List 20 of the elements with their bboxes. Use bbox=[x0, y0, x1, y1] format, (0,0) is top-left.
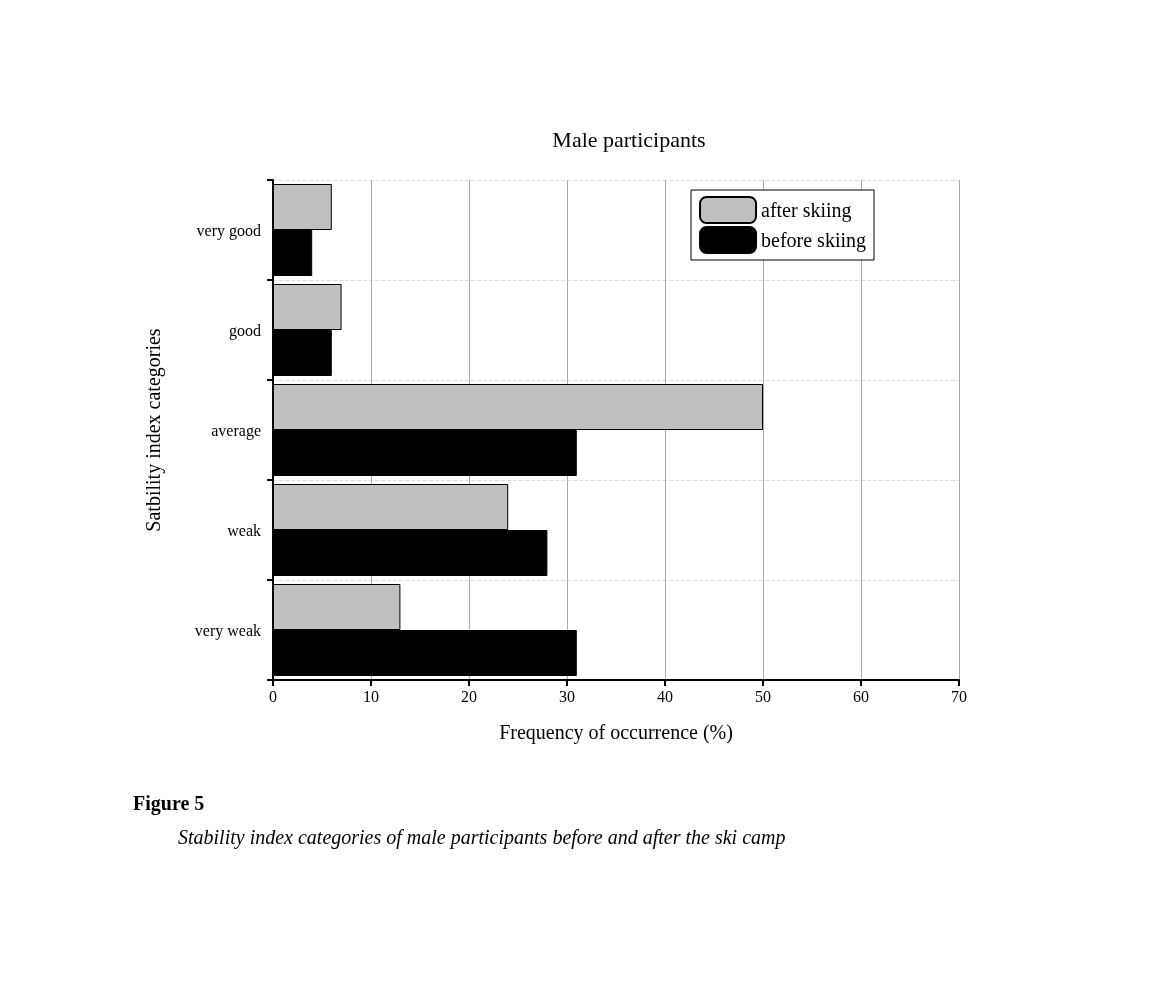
y-tick-label: good bbox=[229, 321, 261, 340]
caption: Figure 5 bbox=[133, 792, 205, 815]
x-tick-label: 60 bbox=[853, 687, 869, 705]
chart-title: Male participants bbox=[552, 126, 706, 152]
x-axis-title: Frequency of occurrence (%) bbox=[499, 721, 733, 744]
x-tick-label: 70 bbox=[951, 687, 967, 705]
x-tick-label: 50 bbox=[755, 687, 771, 705]
y-tick-label: very good bbox=[196, 221, 261, 240]
legend-label: before skiing bbox=[761, 229, 867, 252]
legend-label: after skiing bbox=[761, 199, 852, 222]
x-tick-label: 20 bbox=[461, 687, 477, 705]
y-tick-label: very weak bbox=[194, 621, 261, 640]
y-axis-title: Satbility index categories bbox=[142, 328, 165, 532]
y-tick-label: weak bbox=[227, 521, 261, 539]
text: Stability index categories of male participants before and after the ski camp bbox=[178, 826, 786, 849]
y-tick-label: average bbox=[211, 421, 261, 440]
x-tick-label: 40 bbox=[657, 687, 673, 705]
x-tick-label: 30 bbox=[559, 687, 575, 705]
x-tick-label: 0 bbox=[269, 687, 277, 705]
x-tick-label: 10 bbox=[363, 687, 379, 705]
